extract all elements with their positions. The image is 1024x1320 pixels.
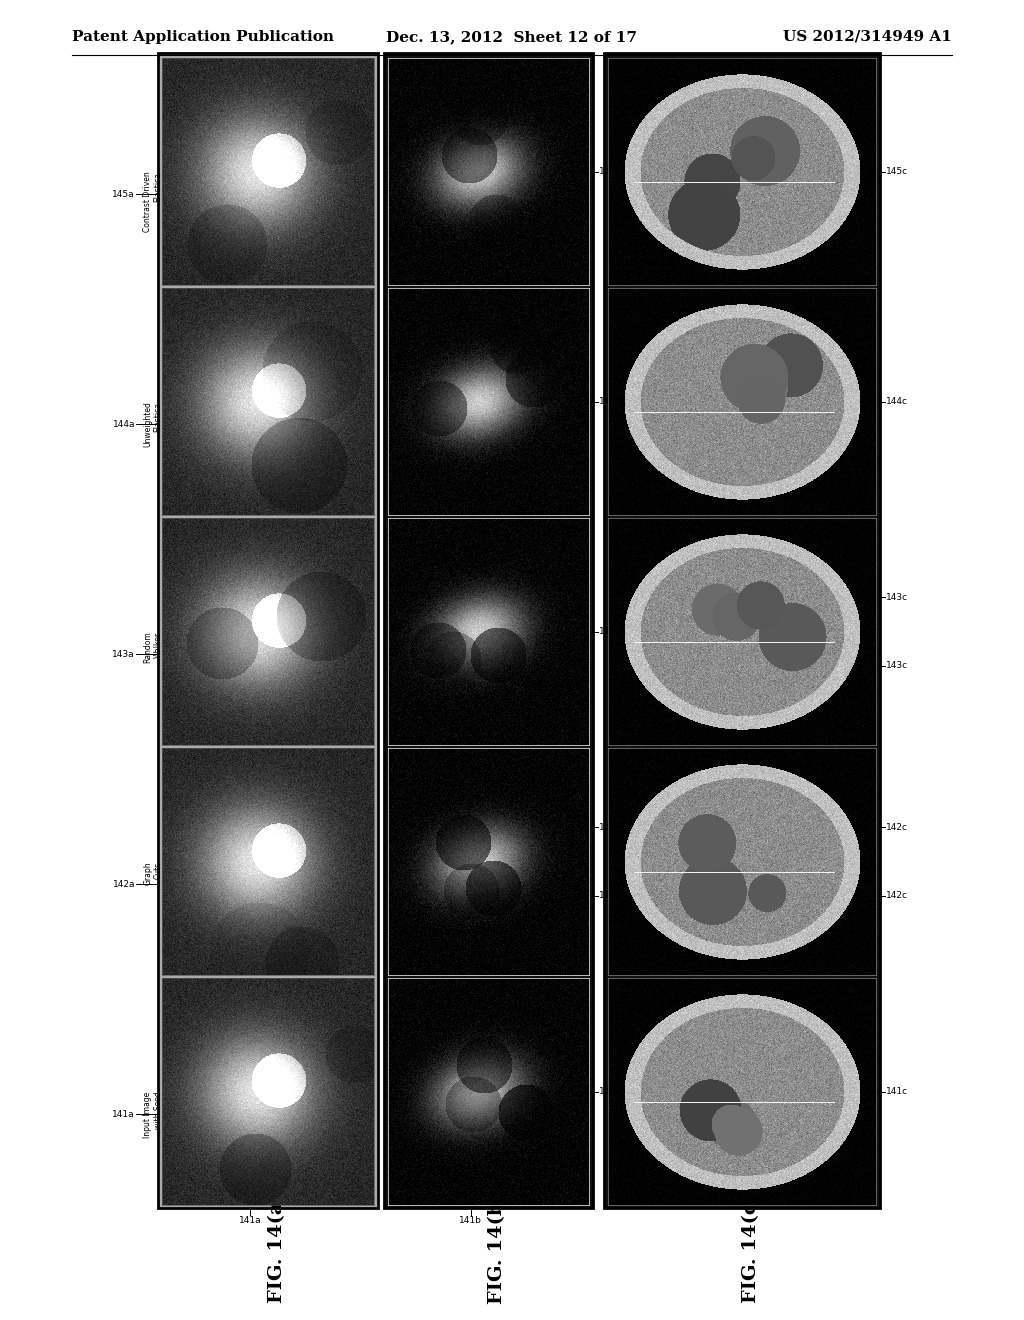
Text: 143a: 143a	[113, 649, 135, 659]
Text: US 2012/314949 A1: US 2012/314949 A1	[783, 30, 952, 44]
Text: 144b: 144b	[599, 397, 622, 407]
Text: 144c: 144c	[886, 397, 908, 407]
Text: 142b: 142b	[599, 822, 622, 832]
Text: Patent Application Publication: Patent Application Publication	[72, 30, 334, 44]
Text: 143b: 143b	[599, 627, 622, 636]
Text: Graph
Cuts: Graph Cuts	[143, 862, 163, 886]
Text: 142a: 142a	[113, 879, 135, 888]
Bar	[158, 53, 378, 1208]
Text: 141c: 141c	[886, 1086, 908, 1096]
Text: FIG. 14(a): FIG. 14(a)	[268, 1193, 286, 1303]
Text: FIG. 14(b): FIG. 14(b)	[488, 1192, 507, 1304]
Text: 141a: 141a	[239, 1216, 261, 1225]
Text: Contrast Driven
Elastica: Contrast Driven Elastica	[143, 172, 163, 232]
Text: FIG. 14(c): FIG. 14(c)	[742, 1193, 760, 1303]
Text: 141b: 141b	[599, 1086, 622, 1096]
Text: 143c: 143c	[886, 661, 908, 671]
Text: 144a: 144a	[113, 420, 135, 429]
Text: Dec. 13, 2012  Sheet 12 of 17: Dec. 13, 2012 Sheet 12 of 17	[386, 30, 638, 44]
Text: 142b: 142b	[599, 891, 622, 900]
Text: 145a: 145a	[113, 190, 135, 199]
Text: 141a: 141a	[113, 1110, 135, 1119]
Text: 141b: 141b	[459, 1216, 482, 1225]
Text: 142c: 142c	[886, 822, 908, 832]
Text: 145c: 145c	[886, 168, 908, 176]
Text: 145b: 145b	[599, 168, 622, 176]
Text: 143c: 143c	[886, 593, 908, 602]
Bar	[604, 53, 880, 1208]
Bar	[384, 53, 593, 1208]
Text: Unweighted
Elastica: Unweighted Elastica	[143, 401, 163, 447]
Text: 142c: 142c	[886, 891, 908, 900]
Text: Random
Walker: Random Walker	[143, 631, 163, 663]
Text: Input Image
with Seed: Input Image with Seed	[143, 1092, 163, 1138]
